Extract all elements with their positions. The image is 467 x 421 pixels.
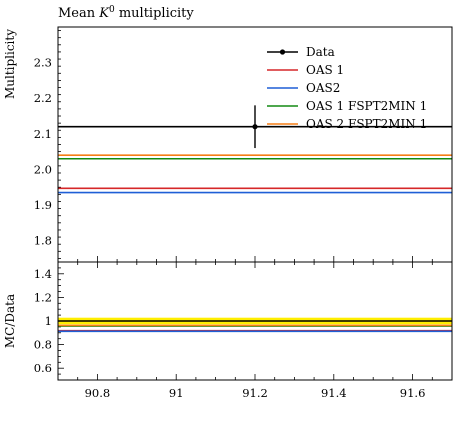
legend: Data OAS 1 OAS2 OAS 1 FSPT2MIN 1 OAS 2 FSPT2… [267, 45, 427, 131]
chart-title-prefix: Mean [58, 6, 99, 21]
main-plot-panel: 1.8 1.9 2.0 2.1 2.2 2.3 Multiplicity [3, 26, 453, 263]
main-y-tick-label: 2.0 [34, 162, 52, 176]
main-y-tick-label: 2.2 [34, 91, 52, 105]
legend-label: OAS 1 [306, 63, 344, 77]
main-y-ticks: 1.8 1.9 2.0 2.1 2.2 2.3 [34, 30, 453, 262]
ratio-y-tick-label: 1 [45, 314, 52, 328]
x-tick-label: 91.4 [321, 386, 347, 400]
main-y-tick-label: 1.9 [34, 198, 52, 212]
legend-label: OAS2 [306, 81, 340, 95]
data-point-group [58, 105, 452, 149]
x-tick-label: 91.2 [242, 386, 268, 400]
x-tick-label: 91 [169, 386, 184, 400]
chart-title: Mean K0 multiplicity [58, 5, 194, 21]
ratio-y-tick-label: 0.8 [34, 338, 52, 352]
main-y-axis-label: Multiplicity [3, 29, 17, 99]
ratio-y-tick-label: 1.2 [34, 290, 52, 304]
ratio-y-ticks: 0.6 0.8 1 1.2 1.4 [34, 261, 64, 381]
chart-title-symbol: K [98, 6, 110, 21]
x-axis-ticks: 90.8 91 91.2 91.4 91.6 [57, 262, 453, 400]
legend-label: OAS 2 FSPT2MIN 1 [306, 117, 427, 131]
chart-title-superscript: 0 [109, 5, 115, 15]
x-tick-label: 91.6 [400, 386, 426, 400]
x-tick-label: 90.8 [85, 386, 111, 400]
legend-label: OAS 1 FSPT2MIN 1 [306, 99, 427, 113]
ratio-y-tick-label: 0.6 [34, 361, 52, 375]
main-series-lines [58, 154, 452, 194]
ratio-plot-panel: 0.6 0.8 1 1.2 1.4 90.8 91 91.2 91.4 91.6 MC/Data [3, 261, 453, 400]
ratio-y-axis-label: MC/Data [3, 294, 17, 348]
ratio-y-tick-label: 1.4 [34, 267, 52, 281]
main-y-tick-label: 2.3 [34, 56, 52, 70]
legend-label: Data [306, 45, 335, 59]
main-y-tick-label: 2.1 [34, 127, 52, 141]
main-y-tick-label: 1.8 [34, 234, 52, 248]
legend-marker [279, 49, 286, 55]
chart-title-suffix: multiplicity [115, 6, 195, 21]
ratio-series-lines [58, 324, 452, 333]
data-marker [252, 124, 258, 130]
